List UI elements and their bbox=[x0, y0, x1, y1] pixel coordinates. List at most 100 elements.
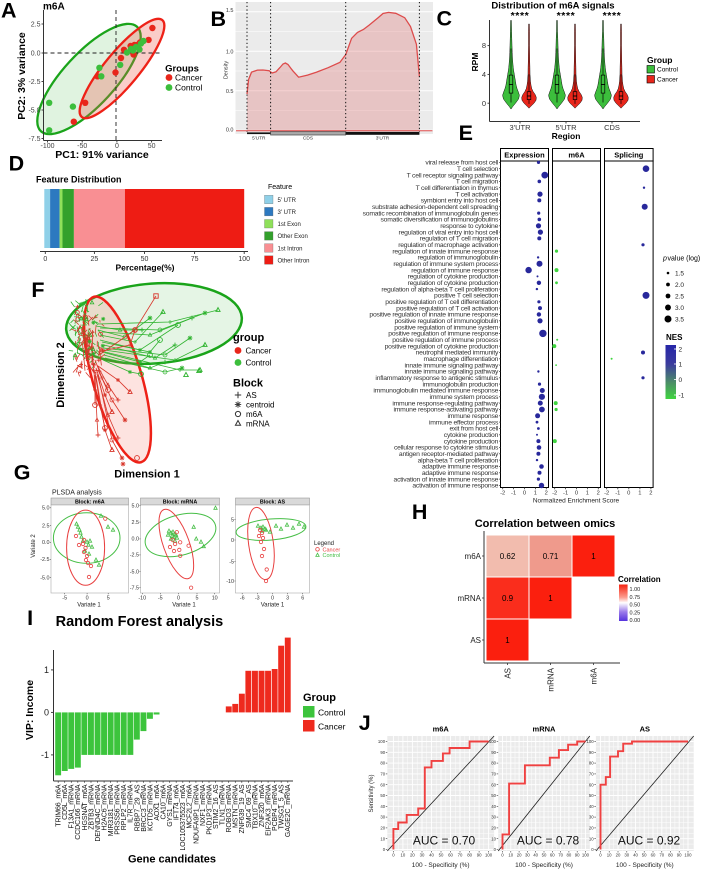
svg-text:Other Exon: Other Exon bbox=[278, 234, 308, 240]
svg-text:GAGE2C_mRNA: GAGE2C_mRNA bbox=[285, 784, 292, 837]
svg-text:centroid: centroid bbox=[246, 401, 274, 410]
svg-text:J: J bbox=[359, 711, 371, 735]
svg-text:50: 50 bbox=[589, 793, 594, 798]
svg-text:Control: Control bbox=[175, 83, 203, 93]
svg-text:50: 50 bbox=[439, 853, 444, 858]
svg-text:5' UTR: 5' UTR bbox=[278, 198, 297, 204]
svg-text:0: 0 bbox=[591, 847, 594, 852]
svg-text:somatic recombination of immun: somatic recombination of immunoglobulin … bbox=[363, 210, 499, 217]
svg-text:80: 80 bbox=[589, 761, 594, 766]
svg-text:****: **** bbox=[603, 10, 622, 22]
svg-text:Legend: Legend bbox=[314, 541, 334, 547]
svg-text:80: 80 bbox=[567, 853, 572, 858]
svg-text:50: 50 bbox=[380, 793, 385, 798]
svg-text:30: 30 bbox=[491, 815, 496, 820]
svg-text:innate immune signaling pathwa: innate immune signaling pathway bbox=[405, 362, 500, 369]
svg-text:A: A bbox=[1, 0, 17, 22]
svg-text:3' UTR: 3' UTR bbox=[278, 210, 297, 216]
svg-text:immunoglobulin mediated immune: immunoglobulin mediated immune response bbox=[373, 388, 498, 395]
svg-text:adaptive immune response: adaptive immune response bbox=[422, 464, 499, 471]
svg-text:T cell differentiation in thym: T cell differentiation in thymus bbox=[416, 185, 499, 192]
svg-text:regulation of immune system pr: regulation of immune system process bbox=[393, 261, 499, 268]
svg-text:AS: AS bbox=[503, 668, 512, 679]
svg-text:90: 90 bbox=[491, 750, 496, 755]
svg-text:10: 10 bbox=[380, 836, 385, 841]
svg-text:activation of innate immune re: activation of innate immune response bbox=[394, 476, 499, 483]
svg-text:Density: Density bbox=[224, 61, 230, 80]
svg-text:Expression: Expression bbox=[504, 151, 545, 160]
svg-text:-1: -1 bbox=[615, 491, 620, 497]
svg-text:Cancer: Cancer bbox=[246, 347, 272, 356]
svg-text:Normalized Enrichment Score: Normalized Enrichment Score bbox=[533, 498, 620, 505]
svg-text:20: 20 bbox=[380, 826, 385, 831]
svg-text:40: 40 bbox=[491, 804, 496, 809]
svg-text:F13A1_mRNA: F13A1_mRNA bbox=[69, 784, 76, 829]
svg-text:100 - Specificity (%): 100 - Specificity (%) bbox=[515, 862, 573, 869]
svg-text:50: 50 bbox=[148, 143, 156, 150]
svg-text:AS: AS bbox=[470, 636, 481, 645]
svg-text:C: C bbox=[437, 7, 453, 31]
svg-text:regulation of immune response: regulation of immune response bbox=[411, 267, 498, 274]
svg-text:30: 30 bbox=[589, 815, 594, 820]
svg-text:ROBO3_mRNA: ROBO3_mRNA bbox=[226, 784, 233, 832]
svg-text:neutrophil mediated immunity: neutrophil mediated immunity bbox=[416, 350, 499, 357]
svg-text:-3: -3 bbox=[255, 596, 260, 602]
svg-text:80: 80 bbox=[668, 853, 673, 858]
svg-text:Region: Region bbox=[552, 131, 581, 141]
svg-text:TBX10_mRNA: TBX10_mRNA bbox=[252, 784, 259, 829]
svg-text:NXF1_mRNA: NXF1_mRNA bbox=[200, 784, 207, 826]
svg-text:ZNF320_m6A: ZNF320_m6A bbox=[259, 784, 266, 827]
svg-text:90: 90 bbox=[575, 853, 580, 858]
svg-text:20: 20 bbox=[589, 826, 594, 831]
svg-text:2.5: 2.5 bbox=[42, 523, 50, 529]
svg-text:70: 70 bbox=[458, 853, 463, 858]
svg-text:activation of immune response: activation of immune response bbox=[412, 483, 498, 490]
svg-text:mRNA: mRNA bbox=[246, 420, 270, 429]
svg-text:AUC = 0.92: AUC = 0.92 bbox=[618, 834, 681, 848]
svg-text:70: 70 bbox=[558, 853, 563, 858]
svg-text:-50: -50 bbox=[77, 143, 87, 150]
svg-text:100: 100 bbox=[582, 853, 590, 858]
svg-text:80: 80 bbox=[467, 853, 472, 858]
svg-text:mRNA: mRNA bbox=[457, 594, 481, 603]
svg-text:AOX1_m6A: AOX1_m6A bbox=[154, 784, 161, 821]
svg-text:0: 0 bbox=[482, 99, 486, 108]
svg-text:Control: Control bbox=[246, 359, 272, 368]
svg-text:1.00: 1.00 bbox=[630, 587, 641, 593]
svg-text:G: G bbox=[14, 461, 31, 485]
svg-text:Sensitivity (%): Sensitivity (%) bbox=[369, 774, 375, 812]
svg-text:3'UTR: 3'UTR bbox=[509, 123, 531, 132]
svg-text:BRCC3_mRNA: BRCC3_mRNA bbox=[141, 784, 148, 832]
svg-text:0: 0 bbox=[177, 596, 180, 602]
svg-text:adaptive immune response: adaptive immune response bbox=[422, 470, 499, 477]
svg-text:Correlation between omics: Correlation between omics bbox=[475, 518, 616, 530]
svg-text:-5: -5 bbox=[158, 596, 163, 602]
svg-text:60: 60 bbox=[651, 853, 656, 858]
svg-text:0.0: 0.0 bbox=[132, 537, 140, 543]
svg-text:30: 30 bbox=[624, 853, 629, 858]
svg-text:ZBTB3_mRNA: ZBTB3_mRNA bbox=[88, 784, 95, 830]
svg-text:70: 70 bbox=[659, 853, 664, 858]
svg-text:10: 10 bbox=[491, 836, 496, 841]
svg-text:Block: Block bbox=[233, 378, 264, 390]
svg-text:75: 75 bbox=[191, 256, 199, 263]
svg-text:100: 100 bbox=[378, 739, 386, 744]
svg-text:40: 40 bbox=[589, 804, 594, 809]
svg-text:0.0: 0.0 bbox=[42, 540, 50, 546]
svg-text:5.0: 5.0 bbox=[42, 506, 50, 512]
svg-text:0.71: 0.71 bbox=[543, 552, 559, 561]
svg-text:2.5: 2.5 bbox=[31, 21, 41, 28]
svg-text:2.5: 2.5 bbox=[675, 293, 684, 300]
svg-text:0.0: 0.0 bbox=[31, 50, 41, 57]
svg-text:NDUFA9P1_mRNA: NDUFA9P1_mRNA bbox=[193, 784, 200, 844]
svg-text:100: 100 bbox=[587, 739, 595, 744]
svg-text:m6A: m6A bbox=[433, 725, 450, 734]
svg-text:MCF2L2_m6A: MCF2L2_m6A bbox=[187, 784, 194, 829]
svg-text:F: F bbox=[31, 278, 44, 302]
svg-text:viral release from host cell: viral release from host cell bbox=[425, 160, 498, 167]
svg-text:Cancer: Cancer bbox=[318, 722, 346, 732]
svg-text:-7.5: -7.5 bbox=[130, 586, 139, 592]
svg-text:T cell activation: T cell activation bbox=[455, 191, 498, 198]
svg-text:Cancer: Cancer bbox=[323, 547, 341, 553]
svg-text:2: 2 bbox=[597, 491, 600, 497]
